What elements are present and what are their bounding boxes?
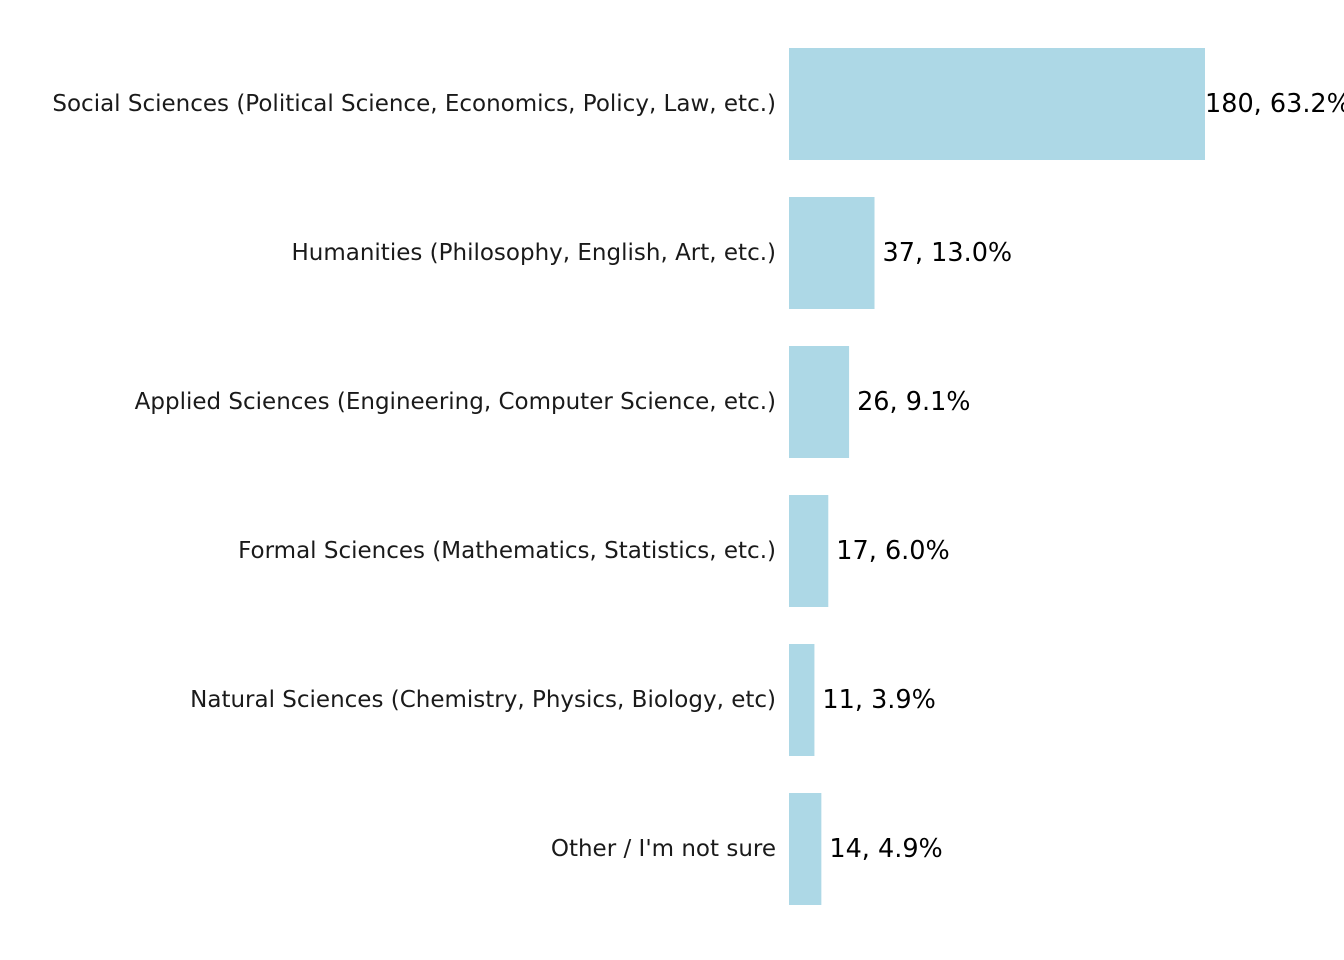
data-label-3: 17, 6.0% [836, 536, 949, 566]
bar-4 [789, 644, 815, 756]
bar-3 [789, 495, 829, 607]
category-label-2: Applied Sciences (Engineering, Computer … [135, 389, 776, 415]
data-label-5: 14, 4.9% [829, 834, 942, 864]
category-label-3: Formal Sciences (Mathematics, Statistics… [238, 538, 776, 564]
bars-group [789, 48, 1205, 905]
data-label-2: 26, 9.1% [857, 387, 970, 417]
data-label-1: 37, 13.0% [883, 238, 1013, 268]
category-labels-group: Social Sciences (Political Science, Econ… [52, 91, 776, 862]
category-label-4: Natural Sciences (Chemistry, Physics, Bi… [190, 687, 776, 713]
category-label-0: Social Sciences (Political Science, Econ… [52, 91, 776, 117]
category-label-1: Humanities (Philosophy, English, Art, et… [291, 240, 776, 266]
data-label-4: 11, 3.9% [822, 685, 935, 715]
data-labels-group: 180, 63.2% 37, 13.0% 26, 9.1% 17, 6.0% 11, 3… [822, 89, 1344, 864]
data-label-0: 180, 63.2% [1205, 89, 1344, 119]
bar-2 [789, 346, 850, 458]
bar-5 [789, 793, 822, 905]
bar-0 [789, 48, 1205, 160]
category-label-5: Other / I'm not sure [551, 836, 776, 862]
bar-1 [789, 197, 875, 309]
